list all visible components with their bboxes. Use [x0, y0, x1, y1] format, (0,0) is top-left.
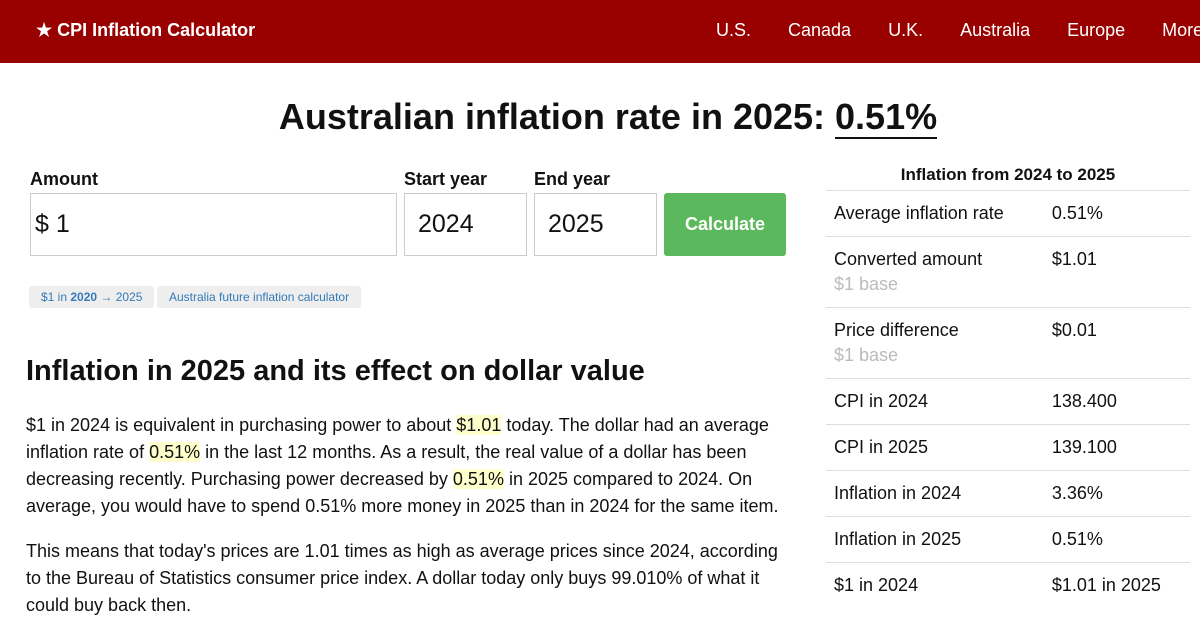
highlight: 0.51% — [452, 469, 504, 489]
table-row: CPI in 2025 139.100 — [826, 424, 1190, 471]
title-rate: 0.51% — [835, 96, 938, 139]
row-note: $1 base — [834, 274, 899, 294]
start-label: Start year — [404, 169, 488, 189]
highlight: $1.01 — [456, 415, 502, 435]
nav-link[interactable]: Canada — [788, 20, 852, 40]
paragraph: $1 in 2024 is equivalent in purchasing p… — [26, 412, 796, 520]
row-label-cell: Price difference $1 base — [826, 307, 1043, 379]
nav-link[interactable]: More — [1162, 20, 1200, 40]
currency: $ — [35, 210, 49, 238]
row-value: 0.51% — [1042, 516, 1190, 563]
amount-label: Amount — [30, 169, 98, 189]
chip-text: Australia future inflation calculator — [169, 290, 350, 304]
section-heading: Inflation in 2025 and its effect on doll… — [26, 355, 645, 387]
table-row: CPI in 2024 138.400 — [826, 378, 1190, 425]
row-label: Price difference — [834, 320, 959, 340]
row-label: CPI in 2025 — [834, 437, 929, 457]
row-label: Average inflation rate — [834, 203, 1004, 223]
chip-text: 2020 — [70, 290, 98, 304]
text: today. The dollar had an average inflati… — [26, 415, 769, 462]
title: Australian inflation rate in 2025: 0.51% — [0, 96, 1200, 139]
row-value: $0.01 — [1042, 307, 1190, 379]
table-row: Inflation in 2024 3.36% — [826, 470, 1190, 517]
table-row: $1 in 2024 $1.01 in 2025 — [826, 562, 1190, 608]
text: in 2025 compared to 2024. On average, yo… — [26, 469, 779, 516]
table-row: Inflation in 2025 0.51% — [826, 516, 1190, 563]
paragraph: This means that today's prices are 1.01 … — [26, 538, 796, 619]
end-input[interactable]: 2025 — [534, 193, 657, 256]
nav-link[interactable]: U.K. — [888, 20, 924, 40]
highlight: 0.51% — [149, 442, 201, 462]
row-label-cell: CPI in 2025 — [826, 424, 1043, 471]
header: ★ CPI Inflation Calculator U.S. Canada U… — [0, 0, 1200, 63]
nav-link[interactable]: Europe — [1067, 20, 1126, 40]
amount-input[interactable]: $ 1 — [30, 193, 397, 256]
row-label-cell: $1 in 2024 — [826, 562, 1043, 608]
chip-text: $1 in — [41, 290, 71, 304]
table-row: Average inflation rate 0.51% — [826, 190, 1190, 237]
start-input[interactable]: 2024 — [404, 193, 527, 256]
row-label-cell: Inflation in 2024 — [826, 470, 1043, 517]
nav-link[interactable]: U.S. — [716, 20, 752, 40]
row-value: 0.51% — [1042, 190, 1190, 237]
end-year: 2025 — [548, 210, 604, 238]
row-label-cell: Average inflation rate — [826, 190, 1043, 237]
calculate-button[interactable]: Calculate — [664, 193, 786, 256]
row-label: CPI in 2024 — [834, 391, 929, 411]
chip[interactable]: $1 in 2020 → 2025 — [29, 286, 155, 308]
row-note: $1 base — [834, 345, 899, 365]
table-body: Average inflation rate 0.51% Converted amo… — [826, 190, 1190, 608]
row-label-cell: Inflation in 2025 — [826, 516, 1043, 563]
text: This means that today's prices are 1.01 … — [26, 541, 778, 615]
amount: 1 — [55, 210, 70, 238]
text: in the last 12 months. As a result, the … — [26, 442, 747, 489]
end-label: End year — [534, 169, 611, 189]
row-label: Inflation in 2024 — [834, 483, 962, 503]
text: $1 in 2024 is equivalent in purchasing p… — [26, 415, 457, 435]
chip[interactable]: Australia future inflation calculator — [157, 286, 362, 308]
row-value: $1.01 in 2025 — [1042, 562, 1190, 608]
row-value: 3.36% — [1042, 470, 1190, 517]
brand[interactable]: ★ CPI Inflation Calculator — [36, 20, 256, 40]
title-text: Australian inflation rate in 2025: — [278, 96, 836, 137]
row-label-cell: Converted amount $1 base — [826, 236, 1043, 308]
nav: U.S. Canada U.K. Australia Europe More — [716, 20, 1200, 41]
table-row: Price difference $1 base $0.01 — [826, 307, 1190, 379]
row-value: 138.400 — [1042, 378, 1190, 425]
table-caption: Inflation from 2024 to 2025 — [900, 165, 1116, 184]
row-label: Converted amount — [834, 249, 983, 269]
row-label: Inflation in 2025 — [834, 529, 962, 549]
nav-link[interactable]: Australia — [960, 20, 1031, 40]
summary-table: Inflation from 2024 to 2025 Average infl… — [826, 163, 1190, 608]
row-label-cell: CPI in 2024 — [826, 378, 1043, 425]
start-year: 2024 — [418, 210, 474, 238]
row-value: 139.100 — [1042, 424, 1190, 471]
row-value: $1.01 — [1042, 236, 1190, 308]
row-label: $1 in 2024 — [834, 575, 919, 595]
chip-text: → 2025 — [97, 290, 143, 304]
table-row: Converted amount $1 base $1.01 — [826, 236, 1190, 308]
